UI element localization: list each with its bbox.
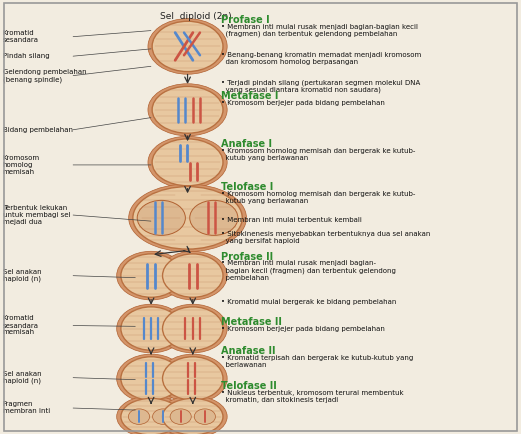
Text: • Kromosom berjejer pada bidang pembelahan: • Kromosom berjejer pada bidang pembelah… <box>221 326 386 332</box>
Text: Telofase I: Telofase I <box>221 182 274 192</box>
Ellipse shape <box>117 396 185 434</box>
Text: Bidang pembelahan: Bidang pembelahan <box>3 127 72 133</box>
Text: Terbentuk lekukan
untuk membagi sel
mejadi dua: Terbentuk lekukan untuk membagi sel meja… <box>3 205 70 225</box>
Text: Sel anakan
haploid (n): Sel anakan haploid (n) <box>3 269 41 283</box>
Text: Fragmen
membran inti: Fragmen membran inti <box>3 401 50 414</box>
Text: Anafase I: Anafase I <box>221 139 272 149</box>
Text: • Nukleus terbentuk, kromosom terurai membentuk
  kromatin, dan sitokinesis terj: • Nukleus terbentuk, kromosom terurai me… <box>221 390 404 403</box>
Ellipse shape <box>190 201 238 235</box>
Ellipse shape <box>117 354 185 403</box>
Text: • Kromatid terpisah dan bergerak ke kutub-kutub yang
  berlawanan: • Kromatid terpisah dan bergerak ke kutu… <box>221 355 414 368</box>
Ellipse shape <box>158 354 227 403</box>
Text: Kromatid
sesandara: Kromatid sesandara <box>3 30 39 43</box>
Ellipse shape <box>148 136 227 188</box>
Text: • Kromosom berjejer pada bidang pembelahan: • Kromosom berjejer pada bidang pembelah… <box>221 100 386 106</box>
Ellipse shape <box>163 398 223 434</box>
Ellipse shape <box>117 251 185 300</box>
Text: Profase II: Profase II <box>221 252 274 262</box>
Text: Gelendong pembelahan
(benang spindle): Gelendong pembelahan (benang spindle) <box>3 69 86 83</box>
Ellipse shape <box>152 86 223 133</box>
Ellipse shape <box>121 307 181 350</box>
Text: Sel  diploid (2n): Sel diploid (2n) <box>159 12 231 21</box>
Ellipse shape <box>121 398 181 434</box>
Ellipse shape <box>148 84 227 136</box>
Ellipse shape <box>121 357 181 400</box>
Ellipse shape <box>152 139 223 186</box>
Text: • Kromosom homolog memisah dan bergerak ke kutub-
  kutub yang berlawanan: • Kromosom homolog memisah dan bergerak … <box>221 148 416 161</box>
Ellipse shape <box>194 409 216 424</box>
Text: Kromosom
homolog
memisah: Kromosom homolog memisah <box>3 155 40 175</box>
Ellipse shape <box>117 304 185 353</box>
Ellipse shape <box>163 357 223 400</box>
Ellipse shape <box>153 409 174 424</box>
Text: • Benang-benang kromatin memadat menjadi kromosom
  dan kromosom homolog berpasa: • Benang-benang kromatin memadat menjadi… <box>221 52 421 65</box>
Ellipse shape <box>129 184 246 252</box>
Text: • Kromatid mulai bergerak ke bidang pembelahan: • Kromatid mulai bergerak ke bidang pemb… <box>221 299 397 305</box>
Text: Pindah silang: Pindah silang <box>3 53 49 59</box>
Ellipse shape <box>158 396 227 434</box>
Text: Anafase II: Anafase II <box>221 346 276 356</box>
Ellipse shape <box>152 21 223 72</box>
Text: Kromatid
sesandara
memisah: Kromatid sesandara memisah <box>3 316 39 335</box>
Ellipse shape <box>170 409 191 424</box>
Text: • Sitokinenesis menyebabkan terbentuknya dua sel anakan
  yang bersifat haploid: • Sitokinenesis menyebabkan terbentuknya… <box>221 231 431 244</box>
Ellipse shape <box>137 201 185 235</box>
Ellipse shape <box>133 187 242 249</box>
Text: • Membran inti mulai terbentuk kembali: • Membran inti mulai terbentuk kembali <box>221 217 362 223</box>
Text: Profase I: Profase I <box>221 15 270 25</box>
Text: Sel anakan
haploid (n): Sel anakan haploid (n) <box>3 371 41 385</box>
Ellipse shape <box>163 254 223 297</box>
Text: Metafase II: Metafase II <box>221 317 282 327</box>
Ellipse shape <box>163 307 223 350</box>
Text: • Membran inti mulai rusak menjadi bagian-
  bagian kecil (fragmen) dan terbentu: • Membran inti mulai rusak menjadi bagia… <box>221 260 396 281</box>
Ellipse shape <box>148 19 227 74</box>
Text: • Terjadi pindah silang (pertukaran segmen molekul DNA
  yang sesuai diantara kr: • Terjadi pindah silang (pertukaran segm… <box>221 79 420 93</box>
Text: Telofase II: Telofase II <box>221 381 277 391</box>
Ellipse shape <box>158 251 227 300</box>
Ellipse shape <box>128 409 150 424</box>
Ellipse shape <box>121 254 181 297</box>
Text: Metafase I: Metafase I <box>221 91 279 101</box>
Text: • Kromosom homolog memisah dan bergerak ke kutub-
  kutub yang berlawanan: • Kromosom homolog memisah dan bergerak … <box>221 191 416 204</box>
Text: • Membran inti mulai rusak menjadi bagian-bagian kecil
  (fragmen) dan terbentuk: • Membran inti mulai rusak menjadi bagia… <box>221 24 418 37</box>
Ellipse shape <box>158 304 227 353</box>
